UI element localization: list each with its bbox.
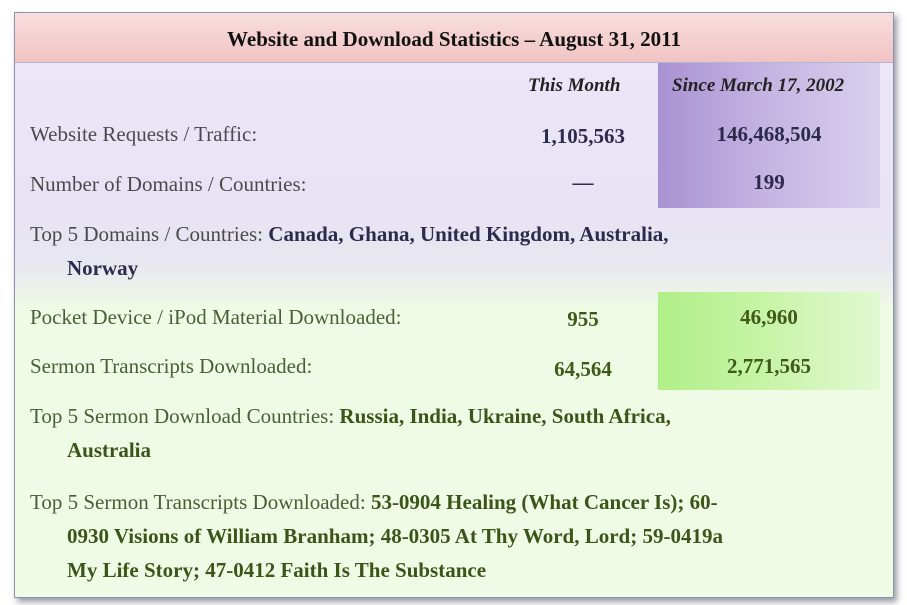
row-this-month-domains: — bbox=[572, 170, 594, 194]
row-label-domains: Number of Domains / Countries: bbox=[30, 172, 307, 196]
row-label-pocket-device: Pocket Device / iPod Material Downloaded… bbox=[30, 305, 402, 329]
top-domains-paragraph: Top 5 Domains / Countries: Canada, Ghana… bbox=[30, 217, 875, 285]
top-domains-line1: Canada, Ghana, United Kingdom, Australia… bbox=[268, 222, 669, 246]
statistics-title: Website and Download Statistics – August… bbox=[227, 27, 681, 51]
since-header: Since March 17, 2002 bbox=[672, 75, 845, 96]
top-transcripts-intro: Top 5 Sermon Transcripts Downloaded: bbox=[30, 490, 371, 514]
top-countries-line2: Australia bbox=[67, 438, 151, 462]
row-this-month-website-requests: 1,105,563 bbox=[541, 124, 625, 148]
this-month-header: This Month bbox=[528, 75, 621, 96]
top-transcripts-line1: 53-0904 Healing (What Cancer Is); 60- bbox=[370, 490, 718, 514]
row-since-domains: 199 bbox=[753, 170, 785, 194]
top-transcripts-paragraph: Top 5 Sermon Transcripts Downloaded: 53-… bbox=[30, 485, 875, 587]
row-this-month-pocket-device: 955 bbox=[567, 307, 599, 331]
top-domains-line2: Norway bbox=[67, 256, 139, 280]
since-column-highlight bbox=[658, 63, 880, 208]
downloads-since-highlight bbox=[658, 292, 880, 390]
top-countries-intro: Top 5 Sermon Download Countries: bbox=[30, 404, 340, 428]
row-since-sermon-transcripts: 2,771,565 bbox=[727, 354, 811, 378]
row-label-sermon-transcripts: Sermon Transcripts Downloaded: bbox=[30, 354, 313, 378]
row-this-month-sermon-transcripts: 64,564 bbox=[554, 357, 612, 381]
title-bar: Website and Download Statistics – August… bbox=[15, 13, 893, 63]
statistics-card: Website and Download Statistics – August… bbox=[14, 12, 894, 598]
top-download-countries-paragraph: Top 5 Sermon Download Countries: Russia,… bbox=[30, 399, 875, 467]
row-since-pocket-device: 46,960 bbox=[740, 305, 798, 329]
row-since-website-requests: 146,468,504 bbox=[716, 122, 822, 146]
row-label-website-requests: Website Requests / Traffic: bbox=[30, 122, 258, 146]
top-transcripts-line3: My Life Story; 47-0412 Faith Is The Subs… bbox=[67, 558, 487, 582]
top-countries-line1: Russia, India, Ukraine, South Africa, bbox=[339, 404, 671, 428]
top-transcripts-line2: 0930 Visions of William Branham; 48-0305… bbox=[67, 524, 723, 548]
top-domains-intro: Top 5 Domains / Countries: bbox=[30, 222, 269, 246]
